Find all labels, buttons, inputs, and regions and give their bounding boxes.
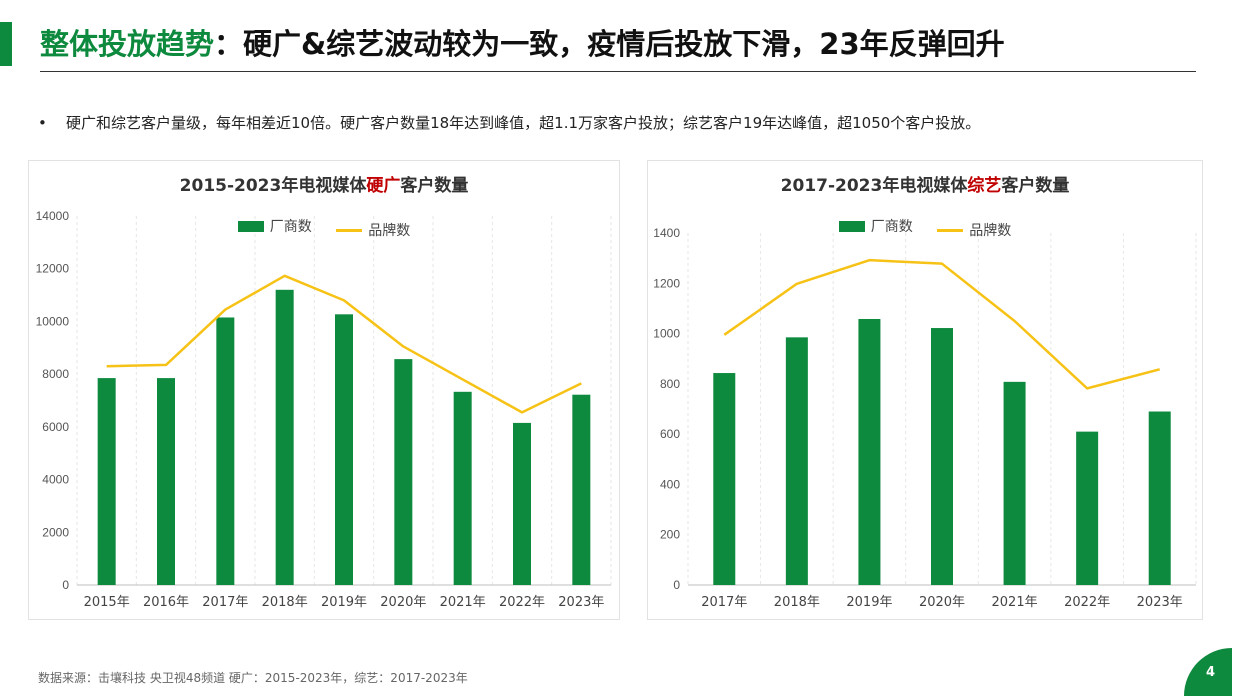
page-number: 4 bbox=[1206, 665, 1216, 680]
bar-4 bbox=[931, 328, 953, 585]
legend-label-bar: 厂商数 bbox=[269, 219, 312, 235]
page-title: 整体投放趋势：硬广&综艺波动较为一致，疫情后投放下滑，23年反弹回升 bbox=[40, 24, 1005, 64]
bar-7 bbox=[1148, 411, 1171, 585]
x-tick-label: 2020年 bbox=[380, 595, 426, 610]
x-tick-label: 2015年 bbox=[84, 595, 130, 610]
chart-title-suffix: 客户数量 bbox=[1001, 176, 1070, 196]
bar-1 bbox=[713, 373, 736, 585]
legend-item-bar: 厂商数 bbox=[237, 216, 312, 236]
chart-legend-variety: 厂商数 品牌数 bbox=[648, 216, 1202, 240]
chart-panel-variety: 0 200 400 600 800 1000 1200 1400 2017年 2018年 2019年… bbox=[647, 160, 1203, 620]
bar-2 bbox=[785, 337, 808, 585]
chart-title-red: 硬广 bbox=[366, 176, 401, 196]
bar-6 bbox=[394, 359, 413, 585]
y-tick-label: 14000 bbox=[36, 209, 70, 223]
x-tick-label: 2022年 bbox=[499, 595, 545, 610]
bar-1 bbox=[97, 378, 116, 585]
x-tick-label: 2023年 bbox=[558, 595, 604, 610]
y-tick-label: 0 bbox=[62, 578, 69, 592]
title-accent-bar bbox=[0, 22, 12, 66]
chart-title-variety: 2017-2023年电视媒体综艺客户数量 bbox=[648, 171, 1202, 196]
legend-item-line: 品牌数 bbox=[336, 220, 410, 240]
legend-swatch-bar bbox=[838, 220, 865, 232]
bar-9 bbox=[572, 394, 591, 585]
bullet-marker: • bbox=[38, 114, 47, 132]
chart-legend-hard-ads: 厂商数 品牌数 bbox=[29, 216, 619, 240]
y-tick-label: 600 bbox=[660, 427, 680, 441]
x-tick-label: 2018年 bbox=[262, 595, 308, 610]
bar-2 bbox=[157, 378, 175, 585]
legend-label-line: 品牌数 bbox=[969, 223, 1012, 239]
brand-count-line bbox=[106, 274, 582, 414]
y-tick-label: 1000 bbox=[653, 327, 680, 341]
y-tick-label: 1400 bbox=[653, 226, 680, 240]
legend-label-bar: 厂商数 bbox=[870, 219, 913, 235]
title-divider bbox=[40, 71, 1196, 72]
legend-swatch-line bbox=[937, 228, 964, 232]
chart-title-prefix: 2015-2023年电视媒体 bbox=[179, 176, 367, 196]
x-tick-label: 2021年 bbox=[440, 595, 486, 610]
chart-title-suffix: 客户数量 bbox=[400, 176, 469, 196]
y-tick-label: 400 bbox=[660, 477, 680, 491]
chart-title-hard-ads: 2015-2023年电视媒体硬广客户数量 bbox=[29, 171, 619, 196]
bar-3 bbox=[858, 318, 881, 585]
x-tick-label: 2017年 bbox=[701, 595, 747, 610]
y-tick-label: 2000 bbox=[42, 525, 69, 539]
x-tick-label: 2018年 bbox=[774, 595, 820, 610]
x-tick-label: 2016年 bbox=[143, 595, 189, 610]
y-tick-label: 4000 bbox=[42, 473, 69, 487]
y-tick-label: 10000 bbox=[36, 314, 70, 328]
x-tick-label: 2019年 bbox=[321, 595, 367, 610]
summary-text: 硬广和综艺客户量级，每年相差近10倍。硬广客户数量18年达到峰值，超1.1万家客… bbox=[66, 114, 981, 132]
y-tick-label: 8000 bbox=[42, 367, 69, 381]
y-tick-label: 800 bbox=[660, 377, 680, 391]
legend-swatch-line bbox=[336, 228, 363, 232]
page-number-badge-icon bbox=[1184, 648, 1232, 696]
chart-title-red: 综艺 bbox=[967, 176, 1002, 196]
y-tick-label: 200 bbox=[660, 528, 680, 542]
chart-title-prefix: 2017-2023年电视媒体 bbox=[780, 176, 968, 196]
y-tick-label: 1200 bbox=[653, 276, 680, 290]
bar-5 bbox=[335, 314, 353, 585]
bar-4 bbox=[275, 289, 294, 585]
bar-3 bbox=[216, 317, 235, 585]
x-tick-label: 2019年 bbox=[846, 595, 892, 610]
bar-5 bbox=[1003, 381, 1026, 585]
bar-6 bbox=[1076, 431, 1099, 585]
bar-7 bbox=[453, 391, 472, 585]
chart-variety: 0 200 400 600 800 1000 1200 1400 2017年 2018年 2019年… bbox=[653, 226, 1197, 610]
page-title-rest: ：硬广&综艺波动较为一致，疫情后投放下滑，23年反弹回升 bbox=[214, 27, 1005, 61]
y-tick-label: 6000 bbox=[42, 420, 69, 434]
chart-hard-ads: 0 2000 4000 6000 8000 10000 12000 14000 2015年 201… bbox=[36, 209, 612, 610]
x-tick-label: 2023年 bbox=[1137, 595, 1183, 610]
legend-item-bar: 厂商数 bbox=[838, 216, 913, 236]
data-source-note: 数据来源：击壤科技 央卫视48频道 硬广：2015-2023年，综艺：2017-… bbox=[38, 671, 468, 685]
x-tick-label: 2021年 bbox=[992, 595, 1038, 610]
y-tick-label: 12000 bbox=[36, 262, 70, 276]
bar-8 bbox=[513, 422, 531, 585]
x-tick-label: 2022年 bbox=[1064, 595, 1110, 610]
legend-item-line: 品牌数 bbox=[937, 220, 1011, 240]
summary-bullet: • 硬广和综艺客户量级，每年相差近10倍。硬广客户数量18年达到峰值，超1.1万家… bbox=[38, 112, 980, 133]
brand-count-line bbox=[723, 258, 1161, 390]
chart-panel-hard-ads: 0 2000 4000 6000 8000 10000 12000 14000 2015年 201… bbox=[28, 160, 620, 620]
x-tick-label: 2020年 bbox=[919, 595, 965, 610]
y-tick-label: 0 bbox=[673, 578, 680, 592]
x-tick-label: 2017年 bbox=[202, 595, 248, 610]
legend-swatch-bar bbox=[237, 220, 264, 232]
page-title-highlight: 整体投放趋势 bbox=[40, 27, 215, 61]
legend-label-line: 品牌数 bbox=[368, 223, 411, 239]
